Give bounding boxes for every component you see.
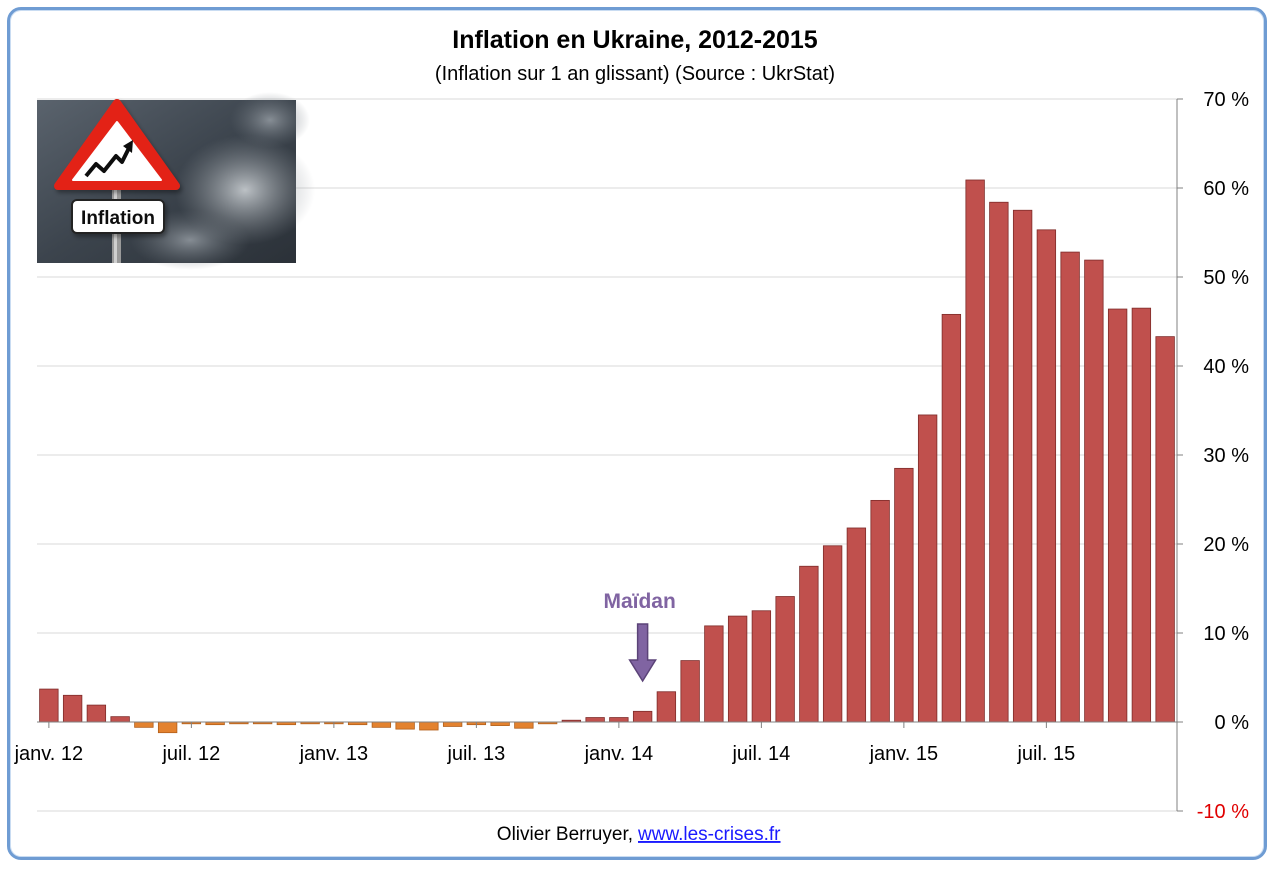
- bar: [110, 716, 130, 723]
- bar: [134, 721, 154, 728]
- warning-sign-icon: [54, 99, 180, 190]
- bar: [632, 710, 653, 723]
- bar: [941, 313, 962, 723]
- bar: [1036, 229, 1057, 723]
- bar: [989, 201, 1009, 723]
- credit-author: Olivier Berruyer,: [497, 824, 633, 845]
- bar: [514, 721, 534, 729]
- bar: [39, 688, 59, 723]
- x-tick-label: juil. 13: [446, 743, 505, 765]
- inflation-sign-plate: Inflation: [71, 199, 165, 234]
- chart-subtitle: (Inflation sur 1 an glissant) (Source : …: [435, 63, 835, 85]
- bar: [371, 721, 392, 728]
- bar: [727, 615, 748, 723]
- bar: [1155, 336, 1175, 723]
- bar: [1060, 251, 1080, 723]
- x-tick-label: juil. 15: [1016, 743, 1075, 765]
- bar: [680, 660, 700, 723]
- bar: [1131, 307, 1152, 723]
- inflation-inset-image: Inflation: [37, 92, 315, 270]
- bar: [704, 625, 724, 723]
- x-tick-label: janv. 13: [299, 743, 369, 765]
- y-tick-label: 10 %: [1203, 623, 1249, 645]
- chart-title: Inflation en Ukraine, 2012-2015: [452, 26, 818, 54]
- bar: [442, 721, 463, 727]
- bar: [490, 721, 510, 726]
- bar: [1107, 308, 1128, 723]
- x-tick-label: juil. 12: [161, 743, 220, 765]
- bar: [846, 527, 867, 723]
- y-tick-label: 40 %: [1203, 356, 1249, 378]
- bar: [86, 704, 107, 723]
- x-tick-label: janv. 12: [14, 743, 84, 765]
- bar: [799, 565, 819, 723]
- x-tick-label: janv. 15: [869, 743, 939, 765]
- bar: [870, 499, 890, 723]
- y-tick-label: 30 %: [1203, 445, 1249, 467]
- bar: [822, 545, 843, 723]
- x-axis-ticks: janv. 12 juil. 12 janv. 13 juil. 13 janv. 14…: [14, 721, 1177, 765]
- bar: [62, 694, 83, 723]
- bar: [585, 717, 605, 723]
- bar: [419, 721, 439, 731]
- bar: [917, 414, 938, 723]
- y-tick-label: 50 %: [1203, 267, 1249, 289]
- bar: [1012, 209, 1033, 723]
- bar: [965, 179, 985, 723]
- y-tick-label: 60 %: [1203, 178, 1249, 200]
- bar: [894, 467, 914, 723]
- x-tick-label: juil. 14: [731, 743, 790, 765]
- bars: [39, 179, 1175, 734]
- y-tick-label: -10 %: [1197, 801, 1249, 823]
- y-axis-ticks: 70 % 60 % 50 % 40 % 30 % 20 % 10 % 0 % -10 %: [1177, 89, 1249, 823]
- bar: [1084, 259, 1104, 723]
- y-tick-label: 20 %: [1203, 534, 1249, 556]
- maidan-label: Maïdan: [603, 590, 675, 613]
- bar: [395, 721, 415, 730]
- bar: [775, 596, 795, 723]
- maidan-annotation: Maïdan: [603, 590, 676, 683]
- inflation-sign-label: Inflation: [81, 208, 155, 229]
- bar: [751, 610, 772, 723]
- bar: [656, 691, 677, 723]
- x-tick-label: janv. 14: [584, 743, 654, 765]
- bar: [157, 721, 178, 734]
- credit-link[interactable]: www.les-crises.fr: [637, 824, 781, 845]
- bar: [609, 717, 629, 723]
- credit: Olivier Berruyer, www.les-crises.fr: [497, 824, 781, 845]
- y-tick-label: 0 %: [1215, 712, 1250, 734]
- arrow-down-icon: [628, 623, 657, 683]
- y-tick-label: 70 %: [1203, 89, 1249, 111]
